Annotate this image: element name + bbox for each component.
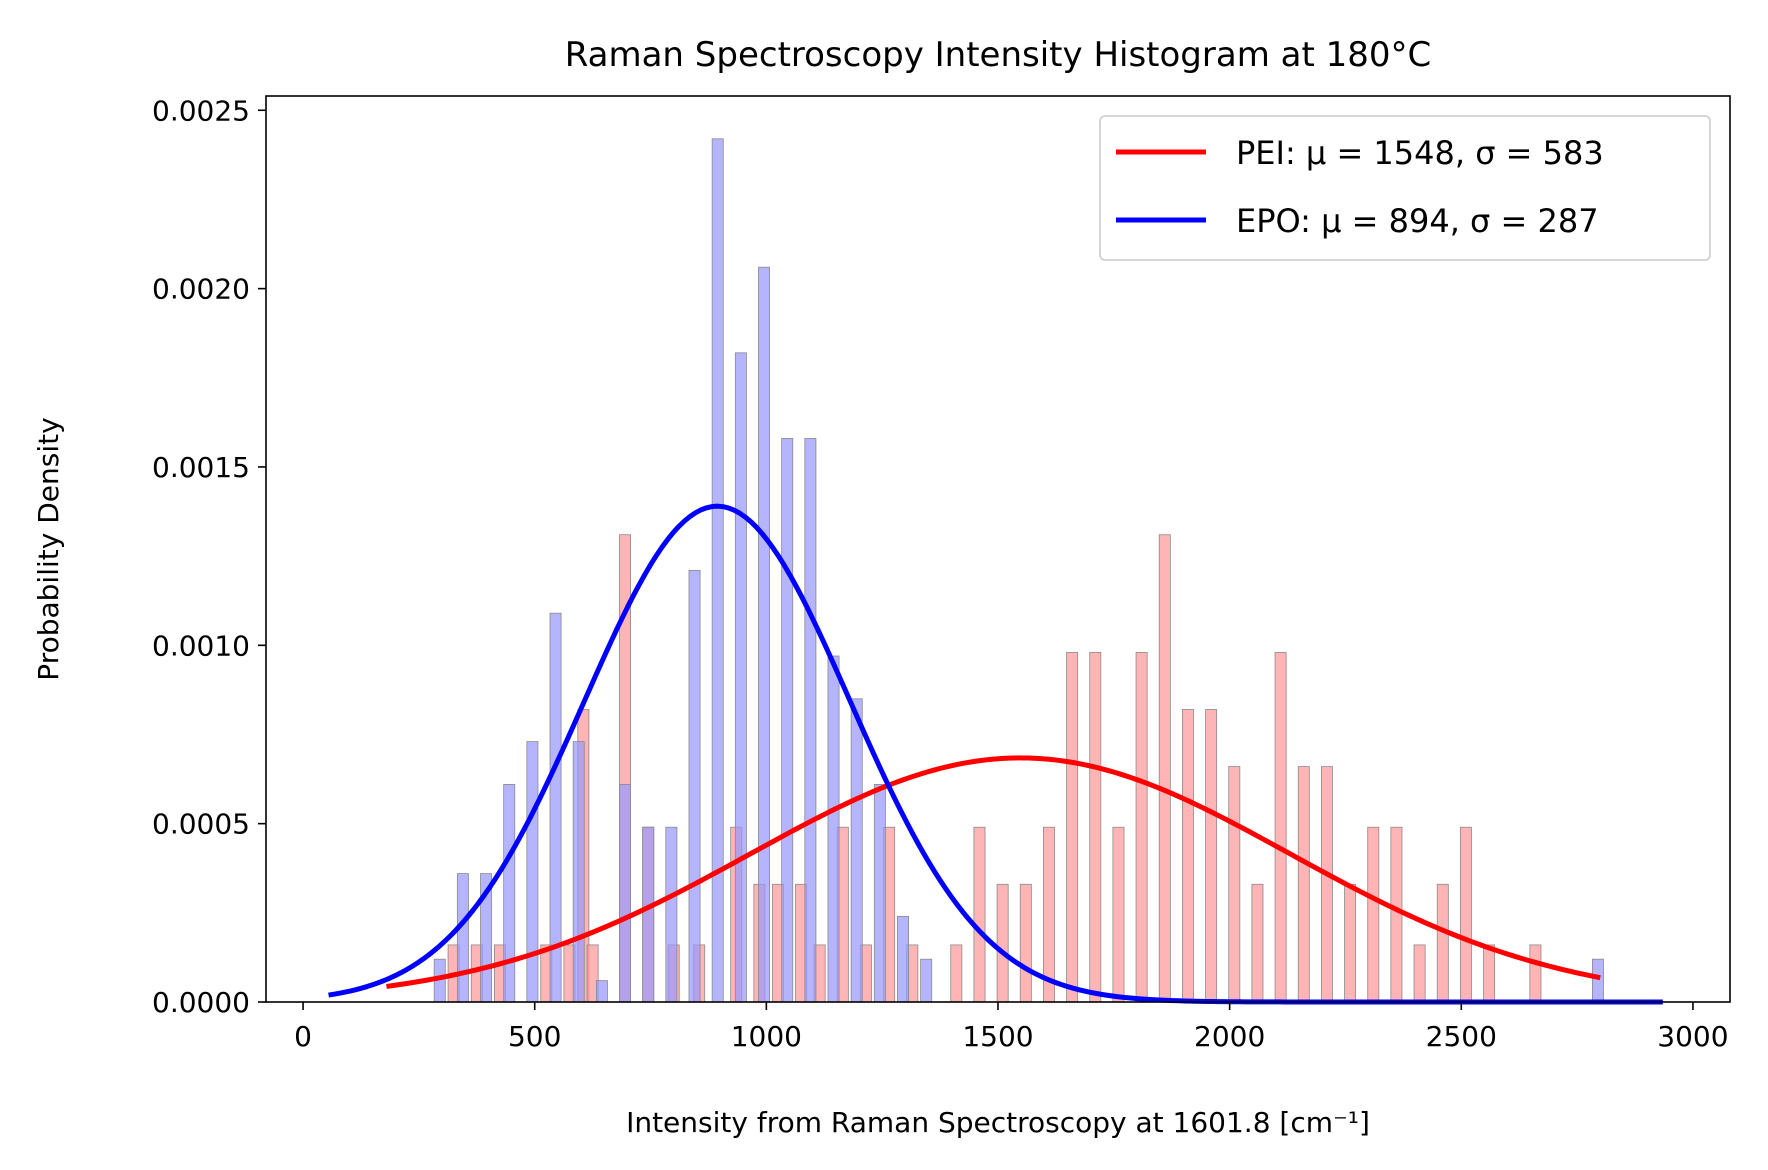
histogram-bar-epo-20 [897,915,909,1003]
histogram-bar-pei-28 [1135,652,1148,1003]
histogram-bar-pei-21 [973,826,986,1003]
x-tick-label: 1000 [731,1020,802,1053]
histogram-bar-pei-27 [1112,826,1125,1003]
histogram-bar-epo-15 [781,438,794,1003]
histogram-bar-epo-16 [804,438,817,1003]
histogram-bar-pei-42 [1459,826,1472,1003]
histogram-bar-epo-7 [595,980,608,1003]
histogram-bar-pei-22 [996,883,1009,1003]
histogram-bar-epo-10 [665,826,678,1003]
x-tick-label: 2500 [1426,1020,1497,1053]
x-tick-label: 0 [294,1020,312,1053]
histogram-bar-epo-19 [873,784,886,1003]
histogram-bar-epo-8 [619,784,632,1003]
histogram-bar-pei-40 [1413,944,1426,1003]
y-tick-label: 0.0005 [152,808,250,841]
histogram-bar-pei-33 [1251,883,1264,1003]
histogram-bar-epo-14 [758,266,770,1003]
x-tick-label: 1500 [962,1020,1033,1053]
y-axis: 0.0000 0.0005 0.0010 0.0015 0.0020 0.0025 [152,94,266,1019]
x-tick-label: 500 [508,1020,561,1053]
histogram-bar-epo-4 [526,741,539,1003]
y-tick-label: 0.0020 [152,273,250,306]
y-tick-label: 0.0025 [152,94,250,127]
histogram-bar-epo-17 [827,655,840,1003]
histogram-bar-epo-3 [503,784,516,1003]
histogram-bar-epo-13 [734,352,747,1003]
histogram-bar-epo-9 [642,826,655,1003]
histogram-bar-epo-11 [688,570,701,1003]
legend-box [1099,115,1711,261]
histogram-bar-epo-18 [850,698,863,1003]
histogram-bar-epo-6 [572,741,585,1003]
histogram-bar-pei-26 [1089,652,1102,1003]
y-tick-label: 0.0000 [152,986,250,1019]
histogram-bar-pei-36 [1320,766,1333,1003]
histogram-bar-epo-21 [920,958,933,1003]
chart-title: Raman Spectroscopy Intensity Histogram a… [565,35,1431,75]
histogram-bar-pei-41 [1436,883,1449,1003]
legend-label-epo: EPO: μ = 894, σ = 287 [1236,202,1599,240]
histogram-bar-epo-22 [1592,958,1604,1003]
legend: PEI: μ = 1548, σ = 583 EPO: μ = 894, σ =… [1099,115,1711,261]
histogram-bar-pei-43 [1483,944,1496,1003]
histogram-bar-epo-1 [456,873,469,1003]
x-tick-label: 3000 [1657,1020,1728,1053]
legend-label-pei: PEI: μ = 1548, σ = 583 [1236,134,1604,172]
fit-curve-pei [386,755,1601,989]
y-axis-label: Probability Density [32,417,65,680]
histogram-bar-pei-30 [1181,709,1194,1003]
histogram-bar-pei-38 [1367,826,1380,1003]
x-axis: 0 500 1000 1500 2000 2500 3000 [294,1002,1729,1053]
y-tick-label: 0.0015 [152,451,250,484]
histogram-bar-pei-35 [1297,766,1310,1003]
histogram-bar-pei-31 [1205,709,1218,1003]
histogram-bar-pei-34 [1274,652,1287,1003]
histogram-bar-pei-44 [1529,944,1542,1003]
histogram-bar-pei-25 [1066,652,1079,1003]
histogram-bar-pei-20 [950,944,963,1003]
x-axis-label: Intensity from Raman Spectroscopy at 160… [626,1106,1370,1139]
y-tick-label: 0.0010 [152,629,250,662]
histogram-bar-pei-23 [1019,883,1032,1003]
histogram-bar-pei-37 [1344,883,1357,1003]
histogram-bar-pei-39 [1390,826,1403,1003]
histogram-bar-pei-29 [1158,534,1171,1003]
histogram-bar-pei-32 [1228,766,1241,1003]
x-tick-label: 2000 [1194,1020,1265,1053]
